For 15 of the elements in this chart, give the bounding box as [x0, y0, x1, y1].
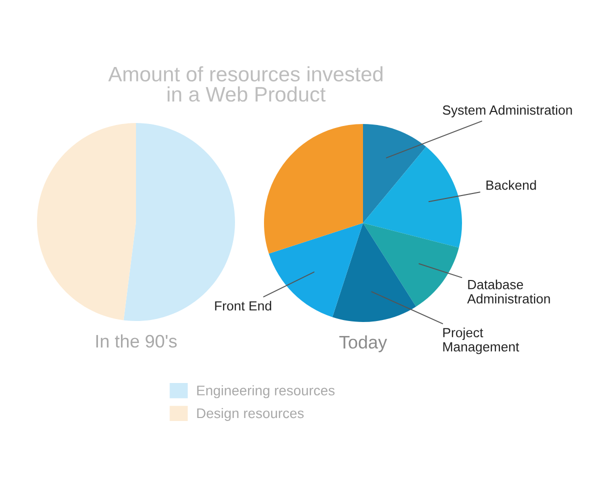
legend-label: Design resources	[197, 408, 304, 421]
pie-slice	[37, 123, 136, 320]
pie-slice	[363, 124, 426, 223]
pie-slice	[332, 223, 416, 322]
text: Today	[339, 335, 388, 352]
slice-label: Project Management	[443, 328, 520, 354]
pie-slice	[363, 223, 459, 307]
chart-title: Amount of resources invested in a Web Product	[108, 66, 382, 102]
slice-label: Database Administration	[467, 280, 550, 304]
slice-label: Front End	[215, 300, 272, 311]
slice-label: Backend	[486, 180, 536, 190]
legend-label: Engineering resources	[197, 385, 335, 398]
slice-label: System Administration	[442, 105, 572, 118]
text: In the 90's	[96, 334, 177, 348]
pie-slice	[264, 124, 363, 254]
